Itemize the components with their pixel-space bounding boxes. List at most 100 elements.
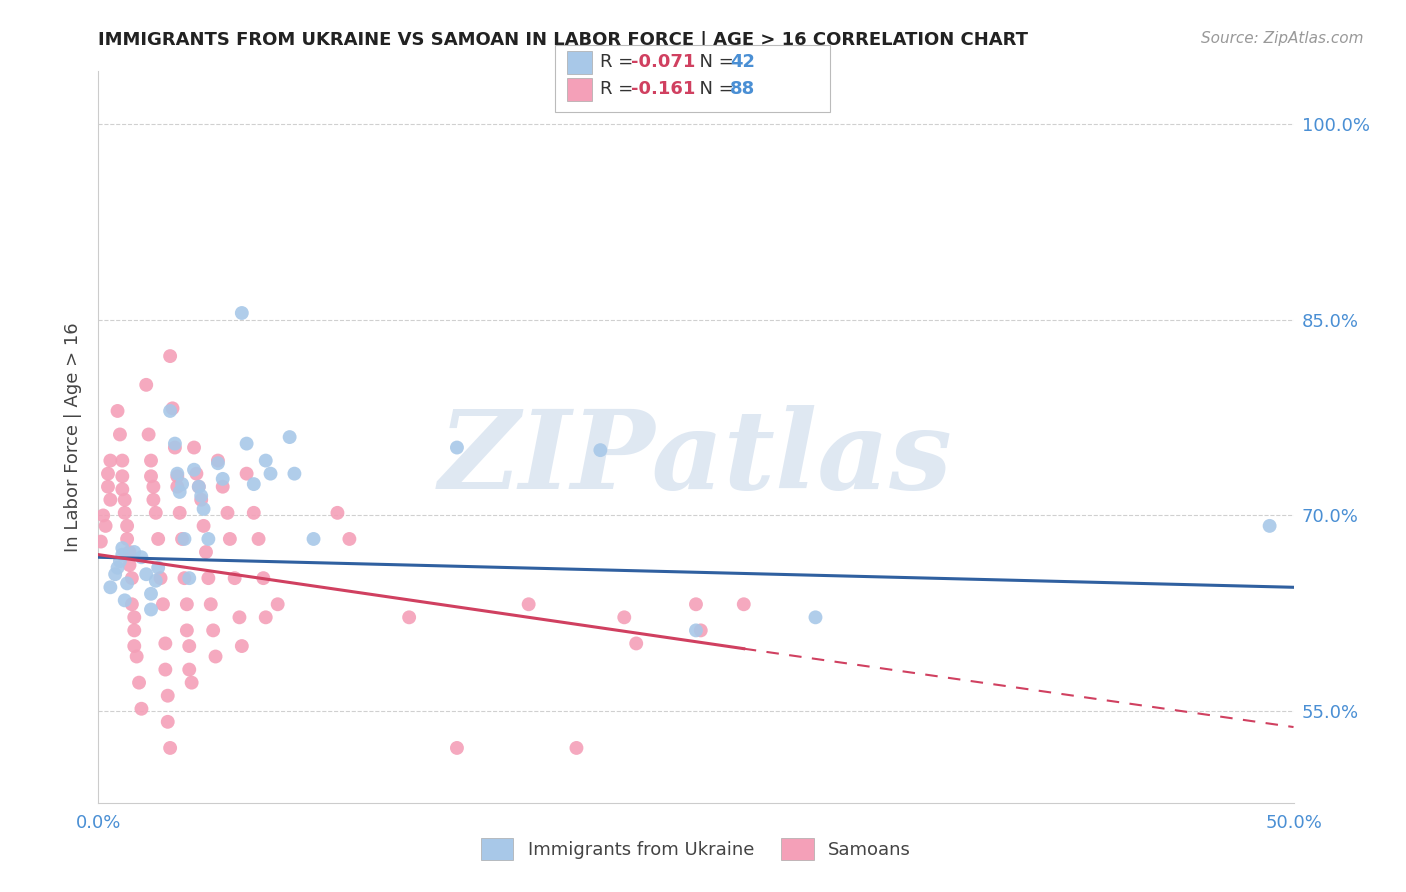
Point xyxy=(243,477,266,491)
Point xyxy=(202,624,225,638)
Point xyxy=(235,467,257,481)
Point xyxy=(685,597,707,611)
Point xyxy=(207,456,229,470)
Point xyxy=(139,453,162,467)
Point xyxy=(107,404,129,418)
Point xyxy=(172,477,194,491)
Point xyxy=(108,554,131,568)
Point xyxy=(193,519,215,533)
Point xyxy=(166,469,188,483)
Text: R =: R = xyxy=(600,80,640,98)
Point xyxy=(152,597,174,611)
Point xyxy=(173,571,195,585)
Point xyxy=(145,574,167,588)
Point xyxy=(219,532,242,546)
Point xyxy=(326,506,349,520)
Point xyxy=(97,480,120,494)
Point xyxy=(197,532,219,546)
Point xyxy=(190,492,212,507)
Point xyxy=(131,550,153,565)
Point xyxy=(104,567,127,582)
Point xyxy=(689,624,711,638)
Point xyxy=(124,624,146,638)
Point xyxy=(97,467,120,481)
Point xyxy=(565,740,588,755)
Point xyxy=(155,663,177,677)
Point xyxy=(187,480,209,494)
Point xyxy=(138,427,160,442)
Point xyxy=(111,483,134,497)
Text: N =: N = xyxy=(688,80,740,98)
Point xyxy=(149,571,172,585)
Text: 88: 88 xyxy=(730,80,755,98)
Y-axis label: In Labor Force | Age > 16: In Labor Force | Age > 16 xyxy=(63,322,82,552)
Point xyxy=(254,610,277,624)
Point xyxy=(176,624,198,638)
Point xyxy=(159,740,181,755)
Point xyxy=(125,649,148,664)
Point xyxy=(197,571,219,585)
Point xyxy=(200,597,222,611)
Point xyxy=(179,663,201,677)
Text: -0.161: -0.161 xyxy=(631,80,696,98)
Point xyxy=(231,306,253,320)
Point xyxy=(108,427,131,442)
Point xyxy=(121,597,143,611)
Point xyxy=(186,467,208,481)
Point xyxy=(114,492,136,507)
Point xyxy=(124,610,146,624)
Text: ZIPatlas: ZIPatlas xyxy=(439,405,953,513)
Point xyxy=(118,558,141,573)
Point xyxy=(626,636,648,650)
Point xyxy=(139,602,162,616)
Point xyxy=(118,545,141,559)
Point xyxy=(124,639,146,653)
Point xyxy=(107,560,129,574)
Point xyxy=(169,485,191,500)
Point xyxy=(179,639,201,653)
Point xyxy=(252,571,274,585)
Point xyxy=(111,469,134,483)
Point xyxy=(183,441,205,455)
Point xyxy=(339,532,361,546)
Point xyxy=(733,597,755,611)
Point xyxy=(115,576,138,591)
Point xyxy=(589,443,612,458)
Point xyxy=(207,453,229,467)
Point xyxy=(128,675,150,690)
Point xyxy=(176,597,198,611)
Point xyxy=(115,532,138,546)
Point xyxy=(135,567,157,582)
Point xyxy=(155,636,177,650)
Point xyxy=(94,519,117,533)
Point xyxy=(142,492,165,507)
Point xyxy=(278,430,301,444)
Point xyxy=(124,545,146,559)
Point xyxy=(163,441,186,455)
Point xyxy=(187,480,209,494)
Point xyxy=(179,571,201,585)
Point xyxy=(121,571,143,585)
Point xyxy=(111,453,134,467)
Point xyxy=(804,610,827,624)
Point xyxy=(180,675,202,690)
Point xyxy=(211,480,233,494)
Point xyxy=(131,702,153,716)
Point xyxy=(247,532,270,546)
Point xyxy=(190,489,212,503)
Point xyxy=(98,580,122,594)
Text: Source: ZipAtlas.com: Source: ZipAtlas.com xyxy=(1201,31,1364,46)
Point xyxy=(217,506,239,520)
Point xyxy=(114,506,136,520)
Point xyxy=(166,467,188,481)
Text: 42: 42 xyxy=(730,54,755,71)
Point xyxy=(283,467,305,481)
Point xyxy=(195,545,218,559)
Text: N =: N = xyxy=(688,54,740,71)
Point xyxy=(517,597,540,611)
Point xyxy=(114,593,136,607)
Point xyxy=(159,349,181,363)
Point xyxy=(243,506,266,520)
Point xyxy=(231,639,253,653)
Text: IMMIGRANTS FROM UKRAINE VS SAMOAN IN LABOR FORCE | AGE > 16 CORRELATION CHART: IMMIGRANTS FROM UKRAINE VS SAMOAN IN LAB… xyxy=(98,31,1028,49)
